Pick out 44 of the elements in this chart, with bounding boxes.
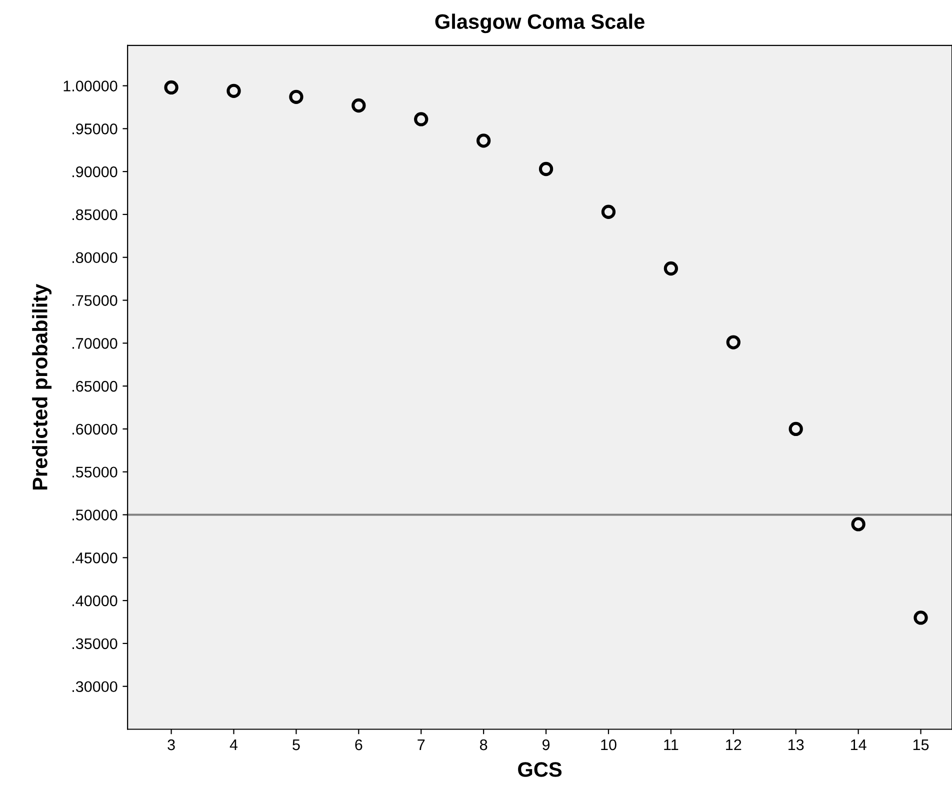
point	[414, 112, 428, 126]
y-tick-label: .60000	[72, 424, 118, 435]
y-tick-label: .50000	[72, 510, 118, 520]
y-axis-title: Predicted probability	[32, 284, 52, 490]
point	[601, 204, 616, 219]
y-tick-label: .70000	[72, 338, 118, 349]
x-tick-label: 9	[542, 739, 550, 750]
x-tick-label: 8	[480, 739, 488, 750]
y-tick-label: .65000	[72, 380, 118, 392]
y-tick-label: .90000	[72, 166, 118, 178]
x-tick-label: 12	[726, 739, 742, 750]
y-tick-label: .35000	[72, 638, 118, 650]
y-tick-label: .30000	[72, 681, 118, 692]
point	[289, 90, 304, 104]
point	[164, 80, 178, 95]
point	[914, 610, 928, 625]
x-tick-label: 5	[292, 740, 300, 750]
x-tick-label: 10	[601, 739, 616, 750]
x-tick-label: 3	[168, 739, 175, 750]
y-tick-label: .95000	[72, 124, 118, 134]
x-tick-label: 4	[230, 740, 238, 750]
x-tick-label: 13	[788, 739, 804, 750]
chart-title: Glasgow Coma Scale	[435, 14, 644, 34]
x-tick-label: 14	[850, 740, 866, 750]
x-axis-title: GCS	[518, 762, 562, 777]
x-tick-label: 15	[913, 740, 929, 750]
x-tick-label: 7	[418, 740, 425, 750]
point	[352, 98, 366, 113]
y-tick-label: .45000	[72, 552, 118, 564]
point	[538, 162, 554, 176]
x-tick-label: 6	[355, 739, 362, 750]
y-tick-label: .75000	[72, 295, 118, 306]
point	[664, 261, 678, 276]
point	[851, 517, 866, 532]
point	[726, 335, 740, 350]
point	[226, 84, 241, 98]
y-tick-label: .55000	[72, 466, 118, 478]
x-tick-label: 11	[664, 740, 678, 750]
y-tick-label: .40000	[72, 595, 118, 606]
y-tick-label: .80000	[72, 252, 118, 264]
point	[788, 422, 803, 436]
y-tick-label: .85000	[72, 209, 118, 220]
y-tick-label: 1.00000	[64, 80, 118, 92]
point	[476, 134, 491, 148]
